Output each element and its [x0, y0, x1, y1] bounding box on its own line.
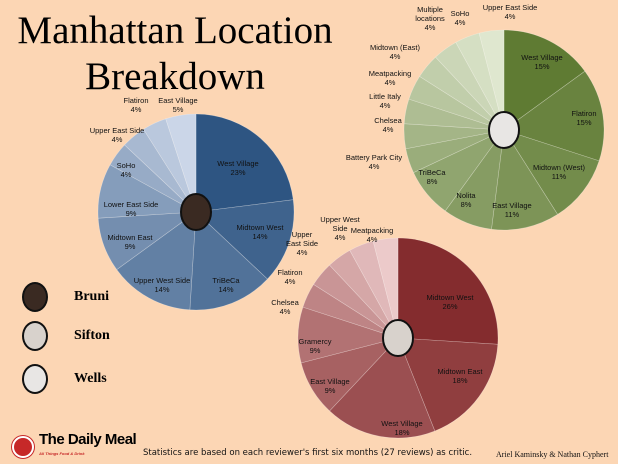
pie-slice-upper-east-side [124, 128, 197, 213]
page-title: Manhattan Location Breakdown [17, 9, 333, 98]
pie-slice-meatpacking [408, 76, 505, 131]
slice-label: Flatiron 15% [571, 109, 596, 127]
slice-label: Flatiron 4% [123, 96, 148, 114]
logo: The Daily Meal All Things Food & Drink [12, 431, 137, 461]
slice-label: West Village 15% [521, 53, 562, 71]
pie-slice-midtown-east- [419, 56, 505, 131]
pie-slice-lower-east-side [97, 164, 198, 219]
pie-slice-midtown-west [397, 237, 499, 345]
slice-label: Chelsea 4% [374, 116, 402, 134]
pie-slice-tribeca [189, 211, 268, 311]
slice-label: Upper East Side 4% [286, 230, 318, 257]
slice-label: Little Italy 4% [369, 92, 401, 110]
slice-label: Lower East Side 9% [104, 200, 159, 218]
slice-label: Nolita 8% [456, 191, 476, 209]
slice-label: Midtown (West) 11% [533, 163, 585, 181]
slice-label: Multiple locations 4% [415, 5, 445, 32]
legend-label: Bruni [74, 289, 110, 304]
slice-label: Chelsea 4% [271, 298, 299, 316]
pie-slice-chelsea [403, 123, 505, 150]
slice-label: East Village 11% [492, 201, 531, 219]
pie-slice-nolita [444, 129, 505, 230]
pie-slice-flatiron [313, 264, 399, 339]
pie-slice-midtown-west- [503, 129, 600, 215]
logo-name: The Daily Meal [39, 431, 137, 448]
pie-slice-west-village [503, 29, 586, 131]
pie-slice-flatiron [143, 118, 197, 213]
pie-slice-meatpacking [372, 237, 399, 339]
pie-slice-east-village [165, 113, 197, 213]
sifton-photo-icon [22, 321, 48, 351]
bruni-photo-icon [22, 282, 48, 312]
pie-slice-upper-east-side [329, 249, 399, 339]
slice-label: Flatiron 4% [277, 268, 302, 286]
slice-label: East Village 9% [310, 377, 349, 395]
slice-label: West Village 18% [381, 419, 422, 437]
pie-slice-tribeca [413, 129, 505, 212]
slice-label: Upper East Side 4% [90, 126, 145, 144]
slice-label: SoHo 4% [117, 161, 136, 179]
wells-photo-icon [488, 111, 520, 149]
pie-slice-east-village [300, 337, 399, 412]
legend-item-wells: Wells [22, 364, 107, 394]
pie-slice-west-village [195, 113, 294, 213]
pie-slice-upper-west-side [349, 240, 399, 339]
pie-slice-midtown-west [195, 199, 295, 280]
legend-item-sifton: Sifton [22, 321, 110, 351]
slice-label: TriBeCa 14% [212, 276, 240, 294]
sifton-photo-icon [382, 319, 414, 357]
legend-label: Sifton [74, 328, 110, 343]
pie-slice-west-village [329, 337, 436, 439]
slice-label: Upper West Side 14% [134, 276, 191, 294]
slice-label: TriBeCa 8% [418, 168, 446, 186]
pie-slice-upper-west-side [116, 211, 197, 311]
slice-label: West Village 23% [217, 159, 258, 177]
pie-slice-multiple-locations [435, 41, 505, 131]
legend-label: Wells [74, 371, 107, 386]
pie-slice-midtown-east [97, 211, 198, 271]
credits: Ariel Kaminsky & Nathan Cyphert [496, 450, 609, 459]
pie-slice-battery-park-city [405, 129, 505, 173]
slice-label: SoHo 4% [451, 9, 470, 27]
fork-logo-icon [12, 436, 34, 458]
slice-label: Upper West Side 4% [320, 215, 360, 242]
pie-slice-flatiron [503, 70, 605, 162]
slice-label: Midtown West 26% [427, 293, 475, 311]
slice-label: Midtown East 18% [437, 367, 483, 385]
slice-label: Midtown West 14% [237, 223, 285, 241]
pie-slice-soho [455, 32, 505, 131]
pie-slice-soho [109, 144, 197, 213]
slice-label: Midtown (East) 4% [370, 43, 421, 61]
slice-label: Meatpacking 4% [351, 226, 394, 244]
bruni-photo-icon [180, 193, 212, 231]
pie-slice-midtown-east [397, 337, 499, 432]
logo-tagline: All Things Food & Drink [39, 451, 85, 456]
slice-label: Gramercy 9% [299, 337, 332, 355]
pie-slice-upper-east-side [478, 29, 505, 131]
slice-label: Battery Park City 4% [346, 153, 403, 171]
slice-label: Upper East Side 4% [483, 3, 538, 21]
pie-slice-chelsea [302, 284, 399, 339]
slice-label: Meatpacking 4% [369, 69, 412, 87]
legend-item-bruni: Bruni [22, 282, 109, 312]
slice-label: East Village 5% [158, 96, 197, 114]
pie-slice-gramercy [297, 306, 400, 364]
footnote: Statistics are based on each reviewer's … [143, 448, 473, 458]
pie-slice-little-italy [403, 98, 505, 131]
slice-label: Midtown East 9% [107, 233, 153, 251]
wells-photo-icon [22, 364, 48, 394]
pie-slice-east-village [491, 129, 558, 231]
